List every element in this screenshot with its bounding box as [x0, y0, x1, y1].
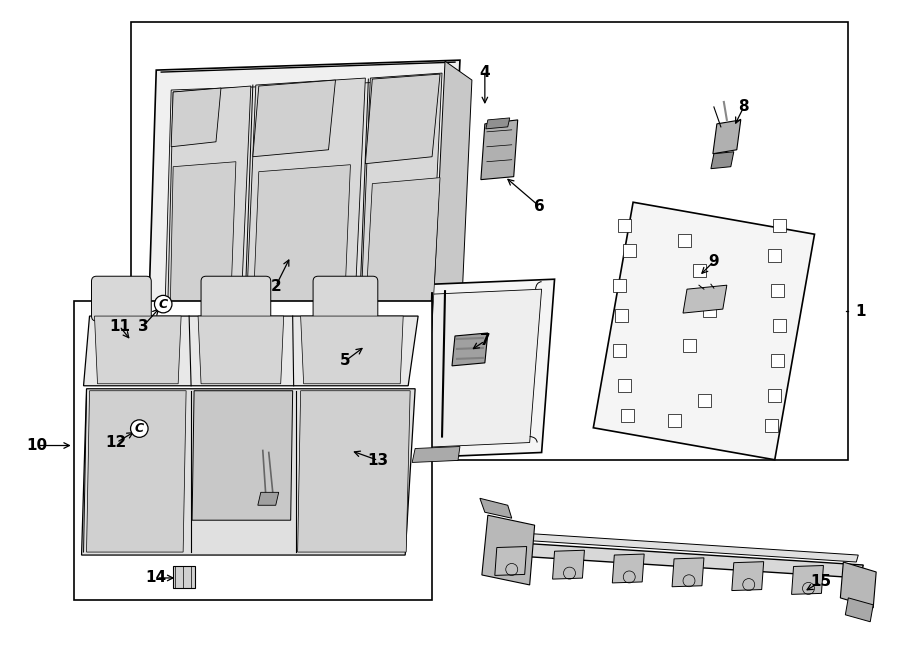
Bar [618, 379, 631, 392]
Polygon shape [251, 165, 350, 365]
Text: 3: 3 [138, 319, 148, 334]
Text: 4: 4 [480, 65, 491, 79]
Bar [624, 245, 636, 257]
Polygon shape [430, 61, 472, 389]
Text: C: C [158, 297, 167, 311]
Polygon shape [711, 152, 733, 169]
Polygon shape [136, 376, 445, 408]
Bar [765, 418, 778, 432]
FancyBboxPatch shape [313, 276, 378, 321]
Bar [772, 219, 786, 233]
Polygon shape [257, 492, 279, 505]
Bar [703, 304, 716, 317]
Polygon shape [845, 598, 873, 622]
Text: 9: 9 [708, 254, 719, 269]
Text: 5: 5 [340, 354, 351, 368]
Polygon shape [506, 532, 859, 562]
Polygon shape [412, 447, 460, 463]
Bar [768, 389, 780, 402]
Polygon shape [147, 60, 460, 389]
Polygon shape [480, 498, 512, 518]
Bar [693, 264, 706, 277]
Text: 14: 14 [146, 570, 166, 586]
Polygon shape [452, 333, 488, 366]
Polygon shape [198, 316, 284, 384]
Polygon shape [171, 88, 221, 147]
Polygon shape [553, 550, 584, 579]
Text: 10: 10 [26, 438, 48, 453]
Text: 1: 1 [855, 303, 866, 319]
Bar [131, 22, 849, 461]
Polygon shape [253, 80, 336, 157]
Polygon shape [82, 389, 415, 555]
Polygon shape [86, 391, 186, 552]
Bar [621, 408, 634, 422]
Polygon shape [94, 316, 181, 384]
Polygon shape [169, 162, 236, 361]
Polygon shape [495, 547, 526, 576]
Bar [678, 235, 691, 247]
Polygon shape [732, 562, 764, 590]
Text: 13: 13 [368, 453, 389, 468]
Polygon shape [482, 515, 535, 585]
Polygon shape [166, 86, 251, 369]
Bar [772, 319, 786, 332]
Polygon shape [301, 316, 403, 384]
Polygon shape [244, 78, 365, 368]
Text: 8: 8 [738, 99, 749, 114]
Polygon shape [486, 118, 509, 129]
Polygon shape [365, 74, 440, 164]
Polygon shape [192, 391, 292, 520]
Polygon shape [792, 566, 824, 594]
Bar [74, 301, 432, 600]
Bar [698, 394, 711, 407]
Text: 11: 11 [109, 319, 130, 334]
Polygon shape [163, 80, 440, 373]
Bar [770, 354, 784, 367]
Bar [768, 249, 780, 262]
Bar [770, 284, 784, 297]
Bar [613, 279, 626, 292]
Text: 7: 7 [480, 333, 491, 348]
Text: 2: 2 [270, 279, 281, 293]
Bar [668, 414, 681, 426]
Polygon shape [502, 542, 863, 578]
Polygon shape [713, 120, 741, 154]
FancyBboxPatch shape [92, 276, 151, 321]
Polygon shape [363, 178, 440, 371]
Bar [683, 339, 696, 352]
Polygon shape [310, 289, 542, 453]
Polygon shape [672, 558, 704, 587]
FancyBboxPatch shape [201, 276, 271, 321]
Polygon shape [841, 562, 877, 608]
Text: C: C [135, 422, 144, 435]
Polygon shape [358, 73, 442, 371]
Polygon shape [298, 391, 410, 552]
Polygon shape [298, 279, 554, 463]
Polygon shape [612, 554, 644, 583]
Bar [613, 344, 626, 357]
Text: 12: 12 [106, 435, 127, 450]
Bar [173, 566, 195, 588]
Polygon shape [84, 316, 418, 386]
Polygon shape [481, 120, 518, 180]
Text: 6: 6 [535, 199, 545, 214]
Polygon shape [683, 285, 727, 313]
Bar [616, 309, 628, 322]
Text: 15: 15 [810, 574, 831, 590]
Polygon shape [593, 202, 814, 460]
Bar [618, 219, 631, 233]
